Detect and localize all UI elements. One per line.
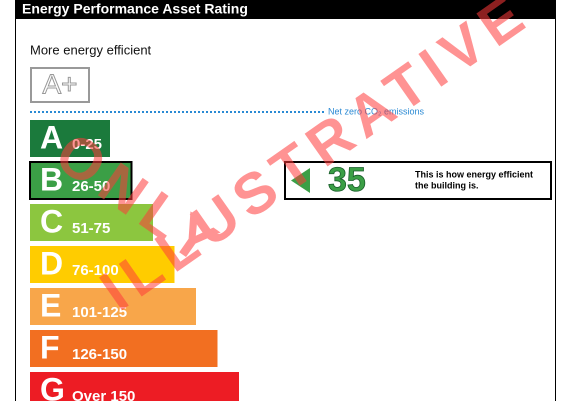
band-letter: E [40,287,61,323]
band-bar [30,120,110,157]
band-range: 51-75 [72,220,110,237]
band-bar [30,204,153,241]
header-bar [15,0,556,19]
band-bar [30,372,239,401]
band-bar [29,161,133,200]
band-range: Over 150 [72,388,135,401]
band-bar [30,246,175,283]
a-plus-box [30,67,90,103]
band-letter: C [40,203,63,239]
a-plus-label: A+ [42,68,77,99]
band-range: 26-50 [72,178,110,195]
band-letter: A [40,119,63,155]
indicator-text: the building is. [415,180,479,190]
indicator-arrow [291,168,310,193]
band-letter: D [40,245,63,281]
subtitle: More energy efficient [30,42,152,57]
band-letter: G [40,371,65,401]
indicator-box [284,161,552,200]
band-range: 0-25 [72,136,102,153]
band-letter: F [40,329,60,365]
band-bar [30,330,218,367]
band-letter: B [40,161,63,197]
band-range: 126-150 [72,346,127,363]
band-range: 76-100 [72,262,119,279]
indicator-value: 35 [328,161,366,199]
band-range: 101-125 [72,304,127,321]
indicator-text: This is how energy efficient [415,169,533,179]
net-zero-label: Net zero CO₂ emissions [328,106,425,116]
header-title: Energy Performance Asset Rating [22,1,248,17]
band-bar [30,288,196,325]
